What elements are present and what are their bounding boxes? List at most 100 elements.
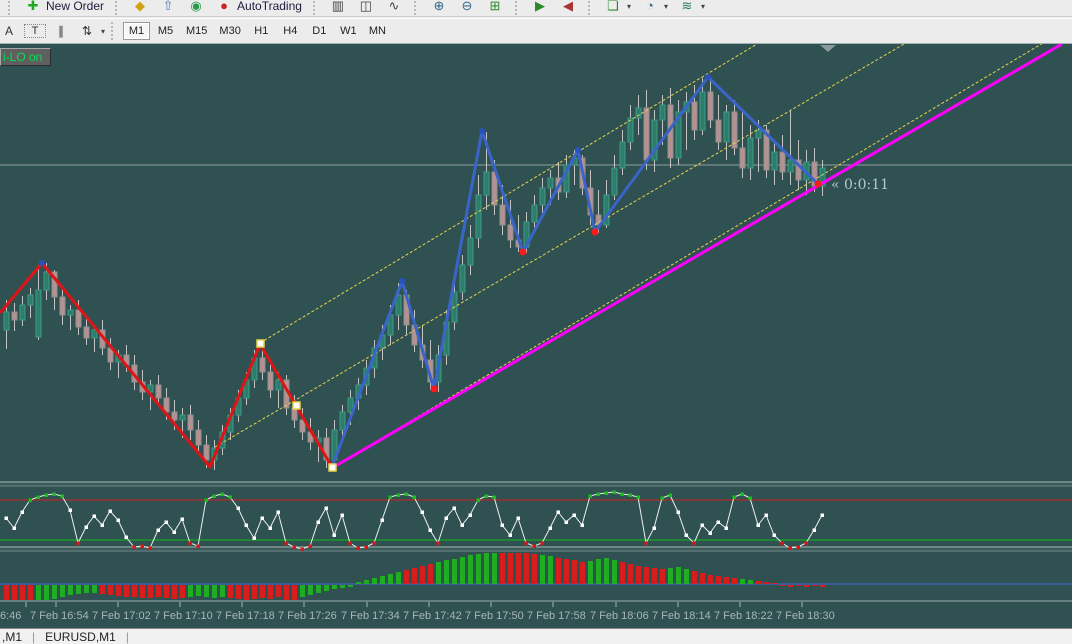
publish-chart-icon[interactable]: ⇧: [154, 0, 182, 16]
signal-icon[interactable]: ◉: [182, 0, 210, 16]
oscillator-dot: [748, 496, 752, 500]
oscillator-dot: [60, 494, 64, 498]
chevron-down-icon[interactable]: ▾: [700, 1, 705, 11]
timeframe-button-h1[interactable]: H1: [254, 25, 269, 37]
candle-body: [603, 194, 610, 226]
chart-shift-marker[interactable]: [820, 45, 836, 52]
histogram-bar: [476, 554, 481, 584]
histogram-bar: [668, 568, 673, 584]
timeframe-button-mn[interactable]: MN: [368, 25, 386, 37]
zoom-out-icon[interactable]: ⊖: [453, 0, 481, 16]
histogram-bar: [244, 585, 249, 600]
time-axis-label: 7 Feb 17:18: [216, 610, 275, 622]
oscillator-dot: [452, 506, 456, 510]
bar-chart-icon[interactable]: ▥: [324, 0, 352, 16]
histogram-bar: [452, 559, 457, 584]
histogram-bar: [564, 559, 569, 584]
histogram-bar: [76, 585, 81, 594]
yellow-trendline[interactable]: [214, 44, 905, 448]
chevron-down-icon[interactable]: ▾: [101, 26, 106, 36]
oscillator-dot: [52, 492, 56, 496]
trendline-handle[interactable]: [328, 463, 337, 472]
timeframe-button-m5[interactable]: M5: [157, 25, 174, 37]
histogram-bar: [548, 556, 553, 584]
hilo-indicator-button[interactable]: i-LO on: [0, 48, 52, 66]
gold-bar-icon[interactable]: ◆: [126, 0, 154, 16]
profile-prev-icon[interactable]: ◀: [554, 0, 582, 16]
histogram-bar: [700, 573, 705, 584]
indicators-dropdown[interactable]: ≋ ▾: [673, 0, 710, 16]
histogram-bar: [580, 562, 585, 584]
oscillator-dot: [188, 541, 192, 545]
trendline-handle[interactable]: [256, 339, 265, 348]
candle-body: [155, 384, 162, 399]
text-tool[interactable]: T: [24, 24, 46, 38]
timeframe-button-m1[interactable]: M1: [123, 22, 151, 40]
oscillator-dot: [492, 495, 496, 499]
chart-tab[interactable]: EURUSD,M1: [45, 629, 116, 644]
histogram-bar: [116, 585, 121, 596]
periods-dropdown[interactable]: ◔ ▾: [636, 0, 673, 16]
price-chart[interactable]: « 0:0:116:46 7 Feb 16:54 7 Feb 17:02 7 Feb …: [0, 44, 1072, 628]
oscillator-dot: [180, 517, 184, 521]
oscillator-dot: [740, 492, 744, 496]
timeframe-button-d1[interactable]: D1: [312, 25, 327, 37]
window-splitter[interactable]: [0, 546, 1072, 552]
red-swing-dot: [430, 385, 438, 393]
timeframe-button-h4[interactable]: H4: [283, 25, 298, 37]
candle-chart-icon[interactable]: ◫: [352, 0, 380, 16]
candle-body: [731, 111, 738, 149]
histogram-bar: [708, 575, 713, 584]
magenta-trendline[interactable]: [331, 44, 1063, 470]
bar-chart-icon: ▥: [331, 0, 345, 13]
oscillator-dot: [700, 523, 704, 527]
chart-area[interactable]: « 0:0:11 6:46 7 Feb 16:54 7 Feb 17:02 7 Feb …: [0, 44, 1072, 628]
zoom-in-icon[interactable]: ⊕: [425, 0, 453, 16]
candle-body: [499, 204, 506, 226]
new-order-button[interactable]: ✚ New Order: [19, 0, 109, 16]
time-axis-label: 7 Feb 17:42: [403, 610, 462, 622]
chevron-down-icon[interactable]: ▾: [626, 1, 631, 11]
text-label-tool[interactable]: A: [4, 24, 13, 38]
yellow-trendline[interactable]: [259, 44, 758, 344]
oscillator-dot: [780, 541, 784, 545]
timeframe-button-w1[interactable]: W1: [340, 25, 357, 37]
toolbar-separator: [514, 0, 522, 15]
new-chart-dropdown[interactable]: ❏ ▾: [599, 0, 636, 16]
blue-swing-dot: [575, 147, 581, 153]
histogram-bar: [812, 585, 817, 586]
histogram-bar: [788, 585, 793, 587]
histogram-bar: [284, 585, 289, 600]
time-axis-label: 7 Feb 17:50: [465, 610, 524, 622]
chevron-down-icon[interactable]: ▾: [663, 1, 668, 11]
line-chart-icon[interactable]: ∿: [380, 0, 408, 16]
arrows-tool[interactable]: ⇅: [81, 24, 93, 38]
candle-body: [275, 379, 282, 391]
histogram-bar: [372, 578, 377, 584]
candle-body: [91, 329, 98, 339]
parallel-lines-tool[interactable]: ∥: [58, 24, 64, 38]
blue-swing-dot: [705, 74, 711, 80]
profile-next-icon[interactable]: ▶: [526, 0, 554, 16]
timeframe-button-m15[interactable]: M15: [186, 25, 208, 37]
timeframe-button-m30[interactable]: M30: [219, 25, 241, 37]
oscillator-dot: [4, 516, 8, 520]
oscillator-dot: [244, 523, 248, 527]
histogram-bar: [436, 562, 441, 584]
oscillator-dot: [100, 523, 104, 527]
autotrading-button[interactable]: ● AutoTrading: [210, 0, 307, 16]
tile-windows-icon[interactable]: ⊞: [481, 0, 509, 16]
candle-body: [187, 414, 194, 431]
candle-body: [483, 171, 490, 196]
histogram-bar: [28, 585, 33, 600]
oscillator-dot: [124, 535, 128, 539]
yellow-trendline[interactable]: [331, 44, 1048, 469]
window-splitter[interactable]: [0, 481, 1072, 487]
trendline-handle[interactable]: [292, 401, 301, 410]
chart-tab[interactable]: ,M1: [2, 629, 23, 644]
oscillator-dot: [372, 541, 376, 545]
oscillator-dot: [204, 498, 208, 502]
candle-body: [299, 419, 306, 433]
oscillator-dot: [412, 495, 416, 499]
profile-next-icon: ▶: [534, 0, 545, 13]
